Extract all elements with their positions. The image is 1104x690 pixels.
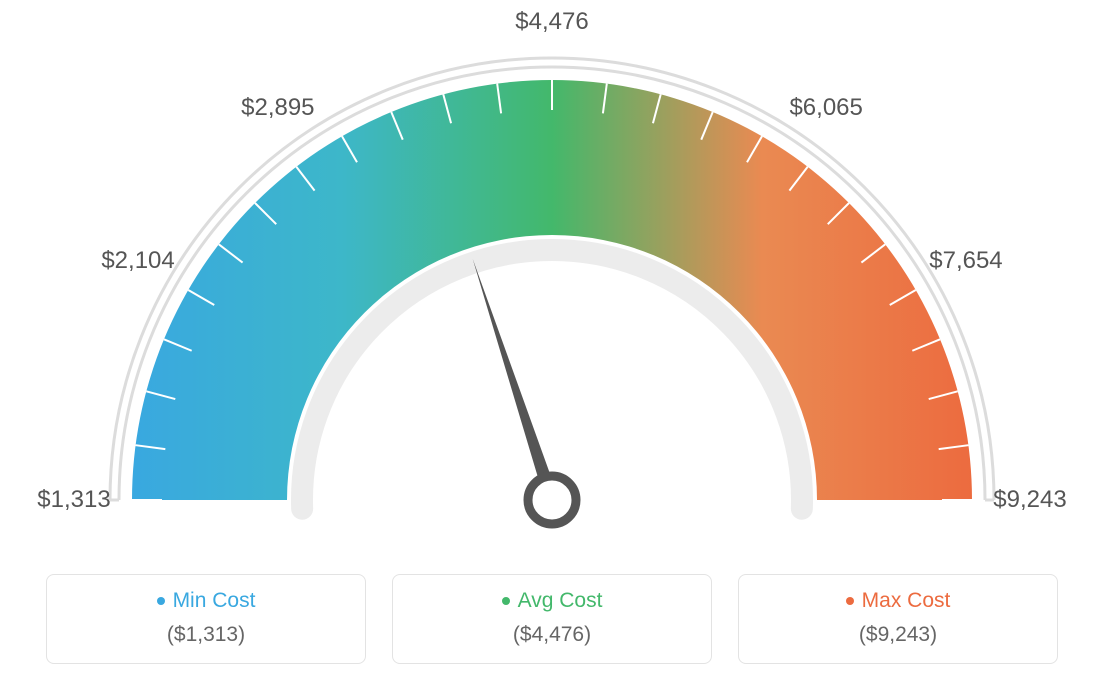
legend-value-avg: ($4,476) (403, 623, 701, 647)
gauge-tick-label: $2,104 (101, 247, 174, 275)
dot-icon (157, 597, 165, 605)
legend-row: Min Cost ($1,313) Avg Cost ($4,476) Max … (46, 574, 1058, 664)
legend-value-min: ($1,313) (57, 623, 355, 647)
dot-icon (502, 597, 510, 605)
gauge-tick-label: $2,895 (241, 94, 314, 122)
gauge-tick-label: $9,243 (993, 486, 1066, 514)
legend-title-text: Max Cost (862, 589, 951, 613)
legend-title-max: Max Cost (846, 589, 951, 613)
legend-title-text: Avg Cost (518, 589, 603, 613)
gauge-area: $1,313 $2,104 $2,895 $4,476 $6,065 $7,654 $9,2… (0, 0, 1104, 560)
legend-card-avg: Avg Cost ($4,476) (392, 574, 712, 664)
gauge-tick-label: $6,065 (789, 94, 862, 122)
gauge-tick-label: $7,654 (929, 247, 1002, 275)
legend-title-text: Min Cost (173, 589, 256, 613)
legend-title-min: Min Cost (157, 589, 256, 613)
gauge-svg (0, 0, 1104, 560)
legend-card-min: Min Cost ($1,313) (46, 574, 366, 664)
legend-title-avg: Avg Cost (502, 589, 603, 613)
dot-icon (846, 597, 854, 605)
gauge-tick-label: $1,313 (37, 486, 110, 514)
legend-value-max: ($9,243) (749, 623, 1047, 647)
legend-card-max: Max Cost ($9,243) (738, 574, 1058, 664)
cost-gauge-chart: $1,313 $2,104 $2,895 $4,476 $6,065 $7,654 $9,2… (0, 0, 1104, 690)
gauge-tick-label: $4,476 (515, 8, 588, 36)
